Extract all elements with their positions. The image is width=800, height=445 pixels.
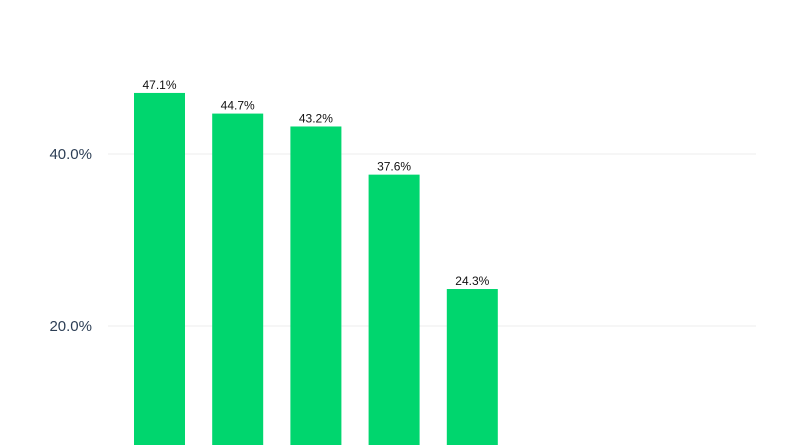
grid-layer xyxy=(108,153,756,327)
bar-1 xyxy=(212,113,264,445)
data-label-2: 43.2% xyxy=(299,111,333,125)
data-labels: 47.1% 44.7% 43.2% 37.6% 24.3% xyxy=(142,78,489,288)
data-label-3: 37.6% xyxy=(377,160,411,174)
data-label-0: 47.1% xyxy=(142,78,176,92)
bar-2 xyxy=(290,126,342,445)
data-label-1: 44.7% xyxy=(221,99,255,113)
data-label-4: 24.3% xyxy=(455,274,489,288)
bar-4 xyxy=(446,289,498,445)
bars xyxy=(134,92,498,445)
y-tick-label-0: 20.0% xyxy=(49,318,92,335)
bar-3 xyxy=(368,174,420,445)
bar-0 xyxy=(134,92,185,445)
y-axis: 20.0% 40.0% xyxy=(49,146,92,335)
y-tick-label-1: 40.0% xyxy=(49,146,92,163)
